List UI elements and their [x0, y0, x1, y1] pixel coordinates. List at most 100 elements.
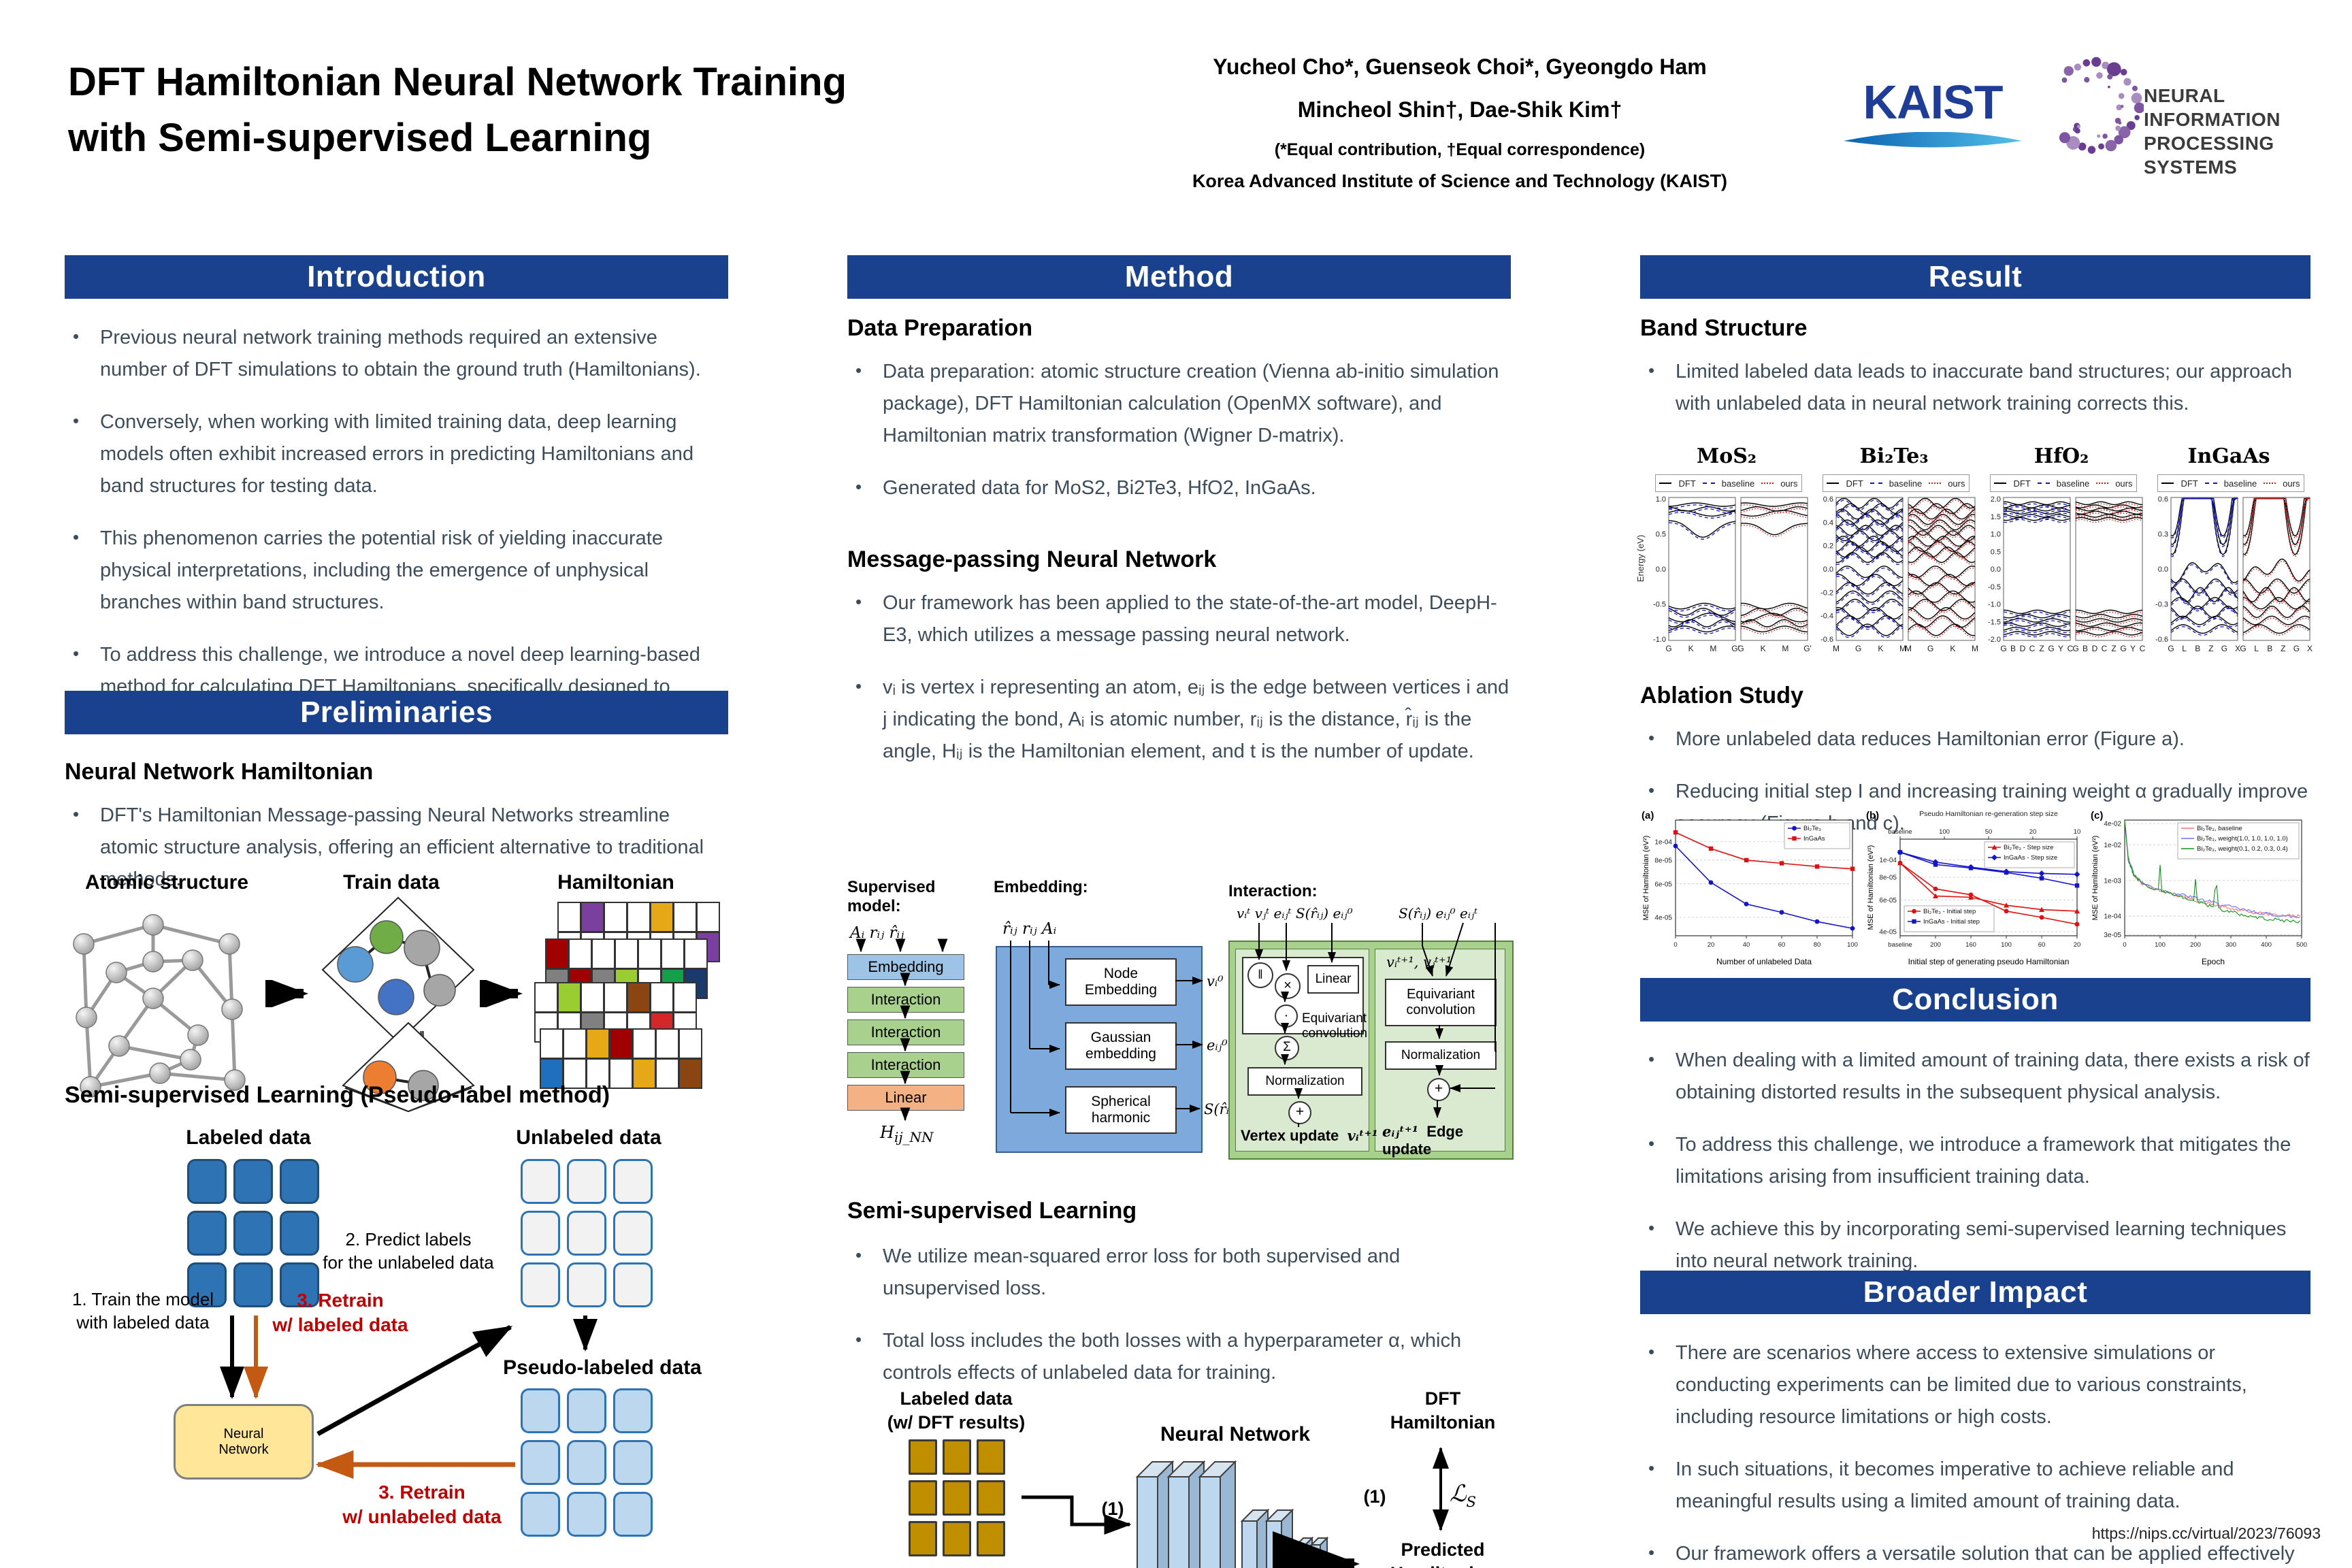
svg-text:(c): (c) — [2091, 810, 2103, 821]
svg-text:4e-05: 4e-05 — [1879, 929, 1897, 936]
svg-text:(a): (a) — [1642, 810, 1654, 821]
svg-text:Initial step of generating pse: Initial step of generating pseudo Hamilt… — [1908, 957, 2070, 966]
ours-legend-label: ours — [2115, 478, 2133, 489]
svg-text:-0.6: -0.6 — [1820, 636, 1833, 644]
svg-text:K: K — [1761, 644, 1766, 653]
matrix-cell — [684, 938, 708, 969]
grid-cell — [943, 1439, 971, 1475]
svg-text:60: 60 — [2038, 941, 2046, 949]
svg-text:40: 40 — [1743, 941, 1750, 949]
svg-text:Bi₂Te₃ - Initial step: Bi₂Te₃ - Initial step — [1923, 908, 1976, 915]
matrix-cell — [673, 902, 697, 932]
svg-text:B: B — [2195, 644, 2200, 653]
dft-legend-label: DFT — [2013, 478, 2031, 489]
residual-add-edge-icon: + — [1427, 1078, 1450, 1101]
sum-op-icon: Σ — [1275, 1036, 1299, 1060]
svg-text:4e-05: 4e-05 — [1654, 914, 1672, 921]
chart-svg: (c)4e-02 1e-02 1e-03 1e-04 3e-050 100 200 300 40… — [2091, 810, 2307, 966]
svg-text:B: B — [2267, 644, 2272, 653]
band-legend: DFT baseline ours — [1823, 474, 1970, 492]
bullet-item: More unlabeled data reduces Hamiltonian … — [1640, 723, 2310, 755]
baseline-legend-label: baseline — [1889, 478, 1923, 489]
svg-text:C: C — [2068, 644, 2074, 653]
section-header-conclusion: Conclusion — [1640, 978, 2310, 1022]
loss-diagram: Labeled data (w/ DFT results) Unlabeled … — [847, 1205, 1511, 1568]
embedding-inputs: r̂ᵢⱼ rᵢⱼ Aᵢ — [1002, 920, 1057, 938]
matrix-cell — [591, 938, 615, 969]
arrow-right-icon — [480, 980, 523, 1007]
svg-text:-0.4: -0.4 — [1820, 612, 1833, 621]
svg-text:M: M — [1899, 644, 1906, 653]
grid-cell — [521, 1492, 560, 1537]
authors-note: (*Equal contribution, †Equal corresponde… — [1274, 140, 1646, 159]
grid-cell — [521, 1262, 560, 1307]
stack-embedding-block: Embedding — [847, 954, 964, 980]
matrix-cell — [627, 982, 651, 1013]
edge-inputs: S(r̂ᵢⱼ) eᵢⱼ⁰ eᵢⱼᵗ — [1399, 905, 1478, 921]
vertex-pair-label: vᵢᵗ⁺¹, vⱼᵗ⁺¹ — [1386, 954, 1452, 970]
svg-text:G: G — [2120, 644, 2126, 653]
svg-text:1.0: 1.0 — [1656, 495, 1666, 504]
section-header-broader-impact: Broader Impact — [1640, 1271, 2310, 1314]
svg-text:-1.0: -1.0 — [1653, 636, 1666, 644]
bullet-item: Generated data for MoS2, Bi2Te3, HfO2, I… — [847, 472, 1511, 504]
train-model-text: 1. Train the model with labeled data — [71, 1289, 214, 1333]
broader-impact-bullets: There are scenarios where access to exte… — [1640, 1337, 2310, 1568]
svg-text:60: 60 — [1778, 941, 1786, 949]
neural-network-box: Neural Network — [174, 1404, 314, 1480]
svg-text:InGaAs: InGaAs — [1803, 835, 1825, 843]
svg-text:-0.5: -0.5 — [1988, 583, 2001, 591]
svg-text:G: G — [2293, 644, 2300, 653]
svg-text:0: 0 — [1673, 941, 1677, 949]
svg-text:G': G' — [1731, 644, 1740, 653]
matrix-cell — [557, 902, 581, 932]
hamiltonian-output: Hij_NN — [880, 1123, 934, 1145]
svg-text:Z: Z — [2208, 644, 2213, 653]
bullet-item: We utilize mean-squared error loss for b… — [847, 1241, 1511, 1305]
matrix-cell — [557, 982, 581, 1013]
svg-text:1e-04: 1e-04 — [1879, 857, 1897, 864]
matrix-cell — [679, 1028, 702, 1059]
bullet-item: When dealing with a limited amount of tr… — [1640, 1045, 2310, 1109]
bullet-item: DFT's Hamiltonian Message-passing Neural… — [65, 800, 728, 896]
svg-text:M: M — [1972, 644, 1978, 653]
ablation-charts: (a) 1e-04 8e-05 6e-05 4e-05 0 20 40 60 80 100 Numbe… — [1640, 808, 2310, 970]
matrix-cell — [568, 938, 592, 969]
grid-cell — [521, 1388, 560, 1433]
stack-linear-block: Linear — [847, 1085, 964, 1111]
affiliation: Korea Advanced Institute of Science and … — [1192, 171, 1728, 191]
grid-cell — [567, 1388, 606, 1433]
band-panel-svg: 0.60.40.20.0-0.2-0.4-0.6M G K MM G K M — [1820, 495, 1978, 653]
dot-op-icon: · — [1275, 1004, 1298, 1028]
spherical-harmonic-box: Spherical harmonic — [1065, 1086, 1177, 1134]
svg-text:Z: Z — [2111, 644, 2116, 653]
pseudo-label-diagram: Labeled data Unlabeled data 2. Predict l… — [65, 1126, 728, 1565]
ours-legend-label: ours — [1948, 478, 1965, 489]
svg-text:6e-05: 6e-05 — [1879, 897, 1897, 904]
svg-text:100: 100 — [2001, 941, 2012, 949]
interaction-label: Interaction: — [1228, 882, 1318, 900]
svg-text:G: G — [2072, 644, 2078, 653]
svg-text:Pseudo Hamiltonian re-generati: Pseudo Hamiltonian re-generation step si… — [1919, 810, 2058, 818]
subheading-pseudo-label: Semi-supervised Learning (Pseudo-label m… — [65, 1082, 610, 1108]
grid-cell — [613, 1159, 653, 1204]
unlabeled-data-grid — [521, 1159, 653, 1307]
svg-text:C: C — [2102, 644, 2108, 653]
figure-label-atomic-structure: Atomic structure — [84, 871, 249, 894]
supervised-inputs: Aᵢ rᵢⱼ r̂ᵢⱼ — [850, 924, 904, 942]
matrix-cell — [563, 1028, 587, 1059]
svg-text:0.0: 0.0 — [1991, 566, 2001, 574]
grid-cell — [187, 1262, 227, 1307]
arrow-right-icon — [265, 980, 308, 1007]
svg-text:Epoch: Epoch — [2202, 957, 2225, 966]
svg-text:0.0: 0.0 — [1656, 566, 1666, 574]
svg-text:1.5: 1.5 — [1991, 513, 2001, 521]
ours-legend-label: ours — [2283, 478, 2300, 489]
svg-text:0.3: 0.3 — [2158, 531, 2168, 539]
band-legend: DFT baseline ours — [2157, 474, 2304, 492]
stack-interaction2-block: Interaction — [847, 1019, 964, 1045]
svg-text:G: G — [1855, 644, 1861, 653]
subheading-ablation-study: Ablation Study — [1640, 683, 1803, 708]
band-structure-figure: Energy (eV) MoS₂ DFT baseline ours 1.0 0.5 0.… — [1635, 444, 2313, 679]
predict-labels-text: 2. Predict labels for the unlabeled data — [323, 1229, 494, 1273]
